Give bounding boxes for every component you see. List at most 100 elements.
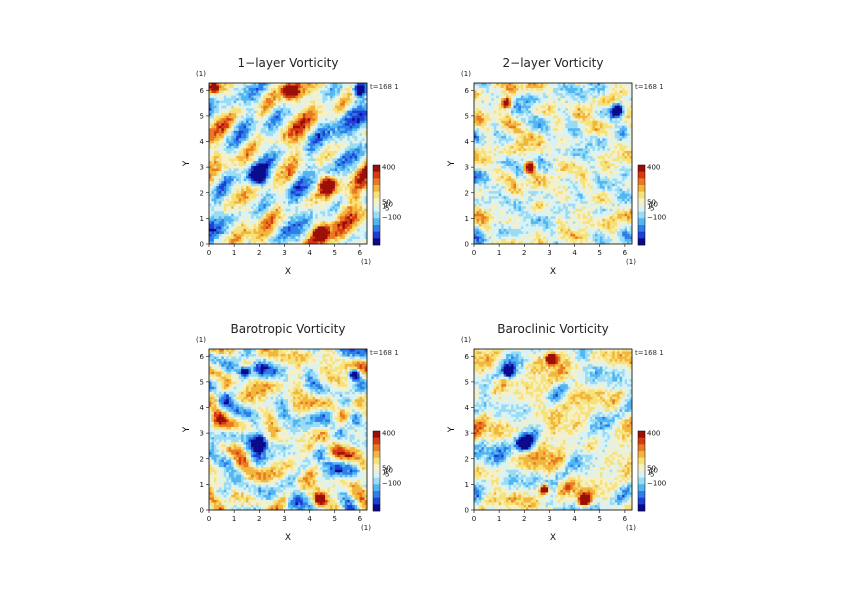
field-cell [590, 108, 593, 112]
field-cell [320, 183, 323, 187]
field-cell [315, 218, 318, 222]
field-cell [592, 113, 596, 117]
field-cell [223, 88, 227, 91]
field-cell [216, 140, 220, 144]
field-cell [273, 206, 277, 210]
field-cell [312, 95, 316, 99]
field-cell [263, 98, 267, 101]
field-cell [310, 158, 314, 162]
field-cell [216, 173, 220, 177]
field-cell [317, 100, 321, 104]
field-cell [226, 143, 230, 147]
field-cell [339, 88, 343, 91]
field-cell [334, 181, 338, 184]
field-cell [273, 118, 277, 122]
colorbar-segment [373, 198, 380, 206]
field-cell [329, 130, 333, 134]
field-cell [317, 108, 321, 112]
field-cell [327, 148, 331, 152]
field-cell [332, 183, 336, 187]
field-cell [273, 153, 277, 157]
field-cell [243, 193, 247, 197]
field-cell [325, 206, 328, 210]
field-cell [481, 100, 485, 104]
field-cell [315, 130, 318, 134]
field-cell [258, 123, 262, 127]
field-cell [590, 85, 593, 89]
field-cell [233, 150, 237, 154]
field-cell [253, 193, 257, 197]
field-cell [337, 183, 341, 187]
field-cell [543, 105, 546, 109]
field-cell [231, 206, 235, 210]
field-cell [292, 133, 296, 137]
field-cell [555, 105, 559, 109]
field-cell [270, 238, 274, 242]
field-cell [592, 100, 596, 104]
field-cell [300, 173, 304, 177]
colorbar-label: 400 [382, 164, 395, 172]
field-cell [362, 191, 365, 195]
field-cell [624, 88, 628, 91]
field-cell [260, 120, 264, 124]
field-cell [241, 98, 244, 101]
field-cell [325, 125, 328, 129]
field-cell [312, 140, 316, 144]
field-cell [246, 113, 249, 117]
field-cell [218, 203, 222, 207]
field-cell [211, 171, 215, 174]
field-cell [302, 228, 306, 232]
field-cell [248, 145, 252, 149]
field-cell [213, 110, 217, 114]
field-cell [292, 216, 296, 220]
field-cell [545, 105, 549, 109]
field-cell [307, 95, 311, 99]
field-cell [332, 153, 336, 157]
field-cell [538, 85, 542, 89]
field-cell [297, 218, 301, 222]
field-cell [305, 233, 309, 237]
field-cell [211, 148, 215, 152]
field-cell [503, 93, 507, 96]
field-cell [213, 158, 217, 162]
field-cell [322, 90, 326, 94]
field-cell [250, 198, 254, 202]
field-cell [337, 135, 341, 139]
field-cell [575, 105, 579, 109]
field-cell [255, 85, 259, 89]
field-cell [268, 176, 272, 179]
field-cell [322, 98, 326, 101]
field-cell [506, 95, 509, 99]
field-cell [209, 228, 212, 232]
field-cell [553, 103, 556, 106]
field-cell [275, 160, 279, 164]
field-cell [339, 173, 343, 177]
colorbar-segment [373, 238, 380, 246]
field-cell [216, 138, 220, 142]
field-cell [585, 88, 588, 91]
field-cell [320, 148, 323, 152]
field-cell [614, 85, 618, 89]
field-cell [280, 125, 284, 129]
field-cell [325, 198, 328, 202]
field-cell [535, 113, 539, 117]
field-cell [362, 211, 365, 215]
field-cell [236, 236, 239, 240]
field-cell [285, 140, 289, 144]
field-cell [292, 83, 296, 86]
field-cell [501, 85, 504, 89]
field-cell [337, 236, 341, 240]
field-cell [260, 196, 264, 200]
field-cell [339, 171, 343, 174]
field-cell [364, 88, 368, 91]
field-cell [265, 188, 269, 192]
field-cell [283, 238, 286, 242]
field-cell [474, 110, 477, 114]
field-cell [283, 186, 286, 190]
field-cell [265, 150, 269, 154]
field-cell [285, 113, 289, 117]
field-cell [221, 183, 225, 187]
field-cell [357, 93, 360, 96]
field-cell [223, 138, 227, 142]
field-cell [585, 90, 588, 94]
